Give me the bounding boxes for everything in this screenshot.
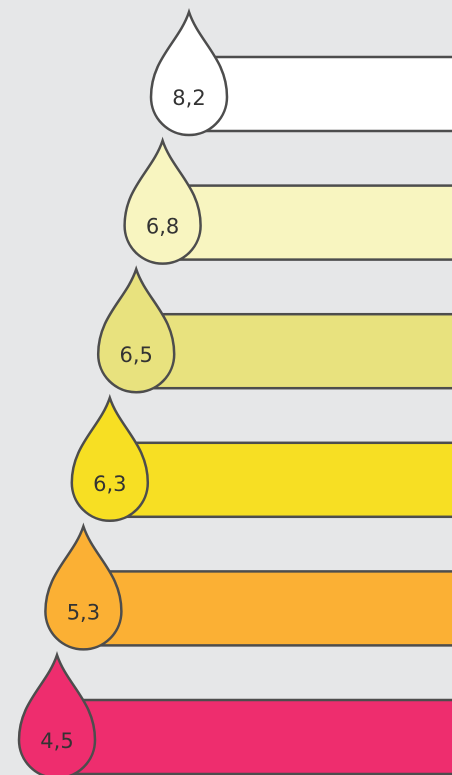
bar — [108, 441, 452, 519]
drop-label: 6,3 — [93, 472, 126, 496]
drop-label: 8,2 — [172, 86, 205, 110]
drop-label: 4,5 — [40, 729, 73, 753]
bar — [55, 698, 452, 775]
drop — [123, 136, 202, 265]
drop — [149, 8, 229, 137]
drop-label: 5,3 — [67, 600, 100, 624]
drop — [44, 522, 123, 651]
bar — [134, 312, 452, 390]
drop — [96, 265, 176, 394]
drop-label: 6,8 — [146, 215, 179, 239]
drop-label: 6,5 — [119, 343, 152, 367]
bar — [82, 570, 452, 647]
bar — [161, 184, 452, 261]
drop — [70, 393, 150, 523]
bar — [187, 55, 452, 133]
drop — [17, 651, 97, 775]
